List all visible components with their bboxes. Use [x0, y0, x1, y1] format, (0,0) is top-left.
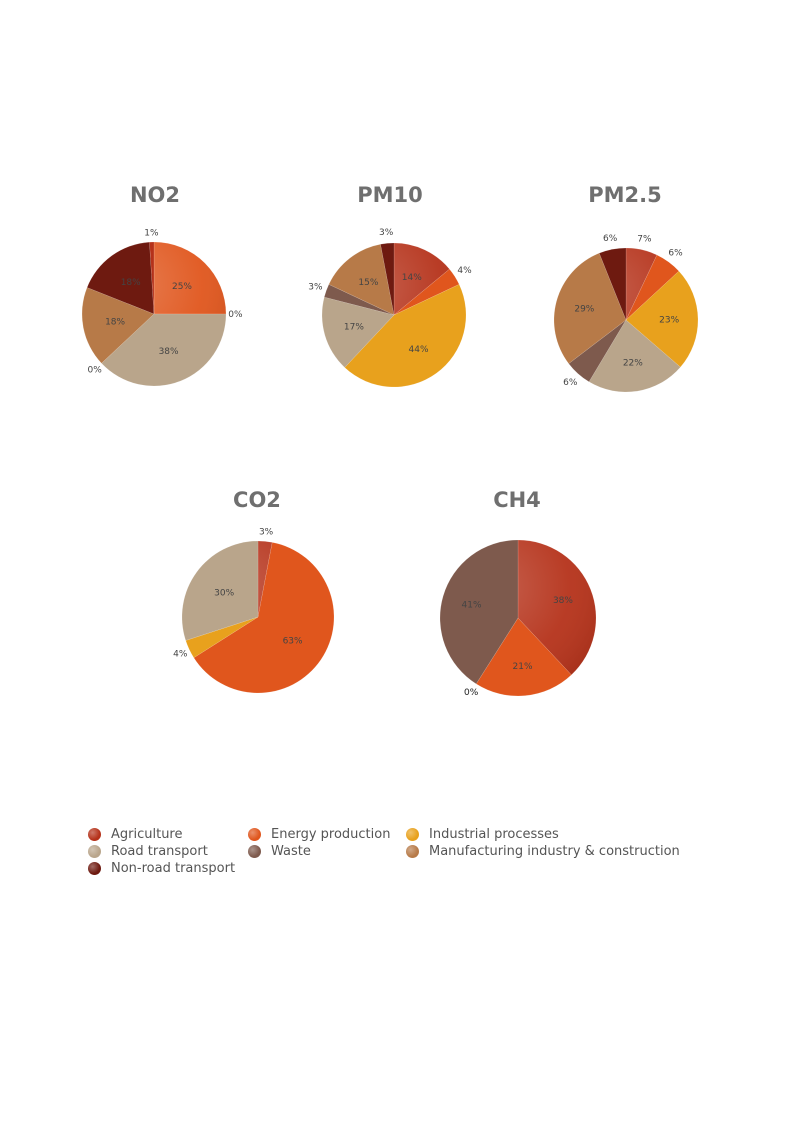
- pie-svg: 25% 0% 38% 0% 18% 18% 1%: [81, 229, 243, 387]
- pie-svg: 3% 63% 4% 30%: [173, 528, 335, 694]
- pie-slice-energy-production: [393, 268, 460, 316]
- pie-slice-energy-production: [475, 617, 572, 697]
- chart-title: NO2: [129, 183, 181, 207]
- pie-data-label: 0%: [464, 688, 479, 698]
- pie-slice-energy-production: [193, 542, 335, 694]
- pie-slice-energy-production: [153, 241, 227, 315]
- pie-slice-road-transport: [101, 313, 227, 387]
- pie-svg: 38%21%0%0%41%: [439, 539, 597, 698]
- legend-swatch: [88, 862, 101, 875]
- pie-data-label: 6%: [668, 249, 683, 259]
- pie-svg: 14% 4% 44% 17% 3% 15% 3%: [308, 228, 472, 388]
- pie-data-label: 7%: [637, 235, 652, 245]
- pie-data-label: 0%: [88, 366, 103, 376]
- pie-chart-co2: 3% 63% 4% 30% CO2: [172, 485, 342, 700]
- pie-slice-non-road-transport: [380, 242, 395, 316]
- pie-chart-pm10: 14% 4% 44% 17% 3% 15% 3% PM10: [305, 180, 475, 390]
- pie-slice-manufacturing-industry-construction: [81, 287, 155, 364]
- pie-data-label: 4%: [173, 650, 188, 660]
- pie-data-label: 6%: [563, 378, 578, 388]
- legend-item-road-transport: Road transport: [88, 843, 208, 860]
- pie-data-label: 21%: [513, 662, 533, 672]
- legend-swatch: [88, 828, 101, 841]
- pie-slice-energy-production: [625, 254, 680, 321]
- pie-data-label: 22%: [623, 359, 643, 369]
- pie-data-label: 38%: [159, 347, 179, 357]
- legend-item-agriculture: Agriculture: [88, 826, 183, 843]
- legend-swatch: [406, 828, 419, 841]
- pie-data-label: 18%: [121, 278, 141, 288]
- pie-slice-non-road-transport: [86, 241, 155, 315]
- pie-data-label: 3%: [259, 528, 274, 538]
- pie-slice-agriculture: [149, 241, 155, 315]
- pie-data-label: 25%: [172, 282, 192, 292]
- legend-swatch: [248, 828, 261, 841]
- pie-data-label: 29%: [574, 304, 594, 314]
- legend-swatch: [248, 845, 261, 858]
- pie-chart-pm25: 7% 6% 23% 22% 6% 29% 6% PM2.5: [540, 180, 710, 393]
- pie-slice-road-transport: [588, 319, 681, 393]
- pie-data-label: 63%: [283, 636, 303, 646]
- pie-slice-manufacturing-industry-construction: [328, 243, 395, 316]
- pie-slice-industrial-processes: [625, 270, 699, 368]
- chart-title: CH4: [493, 488, 541, 512]
- legend-swatch: [88, 845, 101, 858]
- legend-label: Road transport: [111, 844, 208, 859]
- pie-data-label: 0%: [464, 688, 479, 698]
- pie-data-label: 6%: [603, 234, 618, 244]
- chart-title: PM2.5: [588, 183, 662, 207]
- legend-label: Agriculture: [111, 827, 183, 842]
- legend-item-manufacturing: Manufacturing industry & construction: [406, 843, 680, 860]
- pie-slice-waste: [568, 319, 627, 383]
- pie-data-label: 17%: [344, 323, 364, 333]
- pie-slice-waste: [323, 284, 395, 316]
- pie-data-label: 44%: [409, 345, 429, 355]
- pie-data-label: 1%: [144, 229, 159, 239]
- pie-data-label: 18%: [105, 317, 125, 327]
- legend-item-non-road-transport: Non-road transport: [88, 860, 235, 877]
- pie-data-label: 3%: [379, 228, 394, 238]
- legend-item-industrial-processes: Industrial processes: [406, 826, 559, 843]
- pie-data-label: 4%: [457, 266, 472, 276]
- pie-chart-ch4: 38% 21% 0% 0% 41% CH4: [432, 485, 602, 730]
- legend-item-energy-production: Energy production: [248, 826, 390, 843]
- chart-title: PM10: [357, 183, 423, 207]
- pie-data-label: 41%: [462, 601, 482, 611]
- pie-data-label: 23%: [659, 315, 679, 325]
- pie-slice-non-road-transport: [598, 247, 627, 321]
- legend-swatch: [406, 845, 419, 858]
- pie-data-label: 38%: [553, 596, 573, 606]
- legend-item-waste: Waste: [248, 843, 311, 860]
- pie-data-label: 15%: [358, 278, 378, 288]
- pie-slice-road-transport: [321, 296, 395, 368]
- legend-label: Non-road transport: [111, 861, 236, 876]
- pie-slice-industrial-processes: [185, 616, 259, 659]
- pie-chart-no2: 25% 0% 38% 0% 18% 18% 1% NO2: [70, 180, 243, 390]
- legend-label: Energy production: [271, 827, 391, 842]
- pie-svg: 7% 6% 23% 22% 6% 29% 6%: [553, 234, 699, 393]
- pie-slice-manufacturing-industry-construction: [553, 252, 627, 364]
- legend-label: Manufacturing industry & construction: [429, 844, 680, 859]
- chart-title: CO2: [233, 488, 281, 512]
- pie-data-label: 0%: [228, 310, 243, 320]
- pie-data-label: 3%: [308, 283, 323, 293]
- pie-slice-waste: [439, 539, 519, 685]
- pie-slice-road-transport: [181, 540, 259, 641]
- legend-label: Waste: [271, 844, 311, 859]
- legend-label: Industrial processes: [429, 827, 559, 842]
- pie-data-label: 14%: [402, 273, 422, 283]
- pie-slice-industrial-processes: [344, 284, 467, 388]
- pie-data-label: 30%: [214, 588, 234, 598]
- chart-legend: Agriculture Energy production Industrial…: [88, 826, 708, 880]
